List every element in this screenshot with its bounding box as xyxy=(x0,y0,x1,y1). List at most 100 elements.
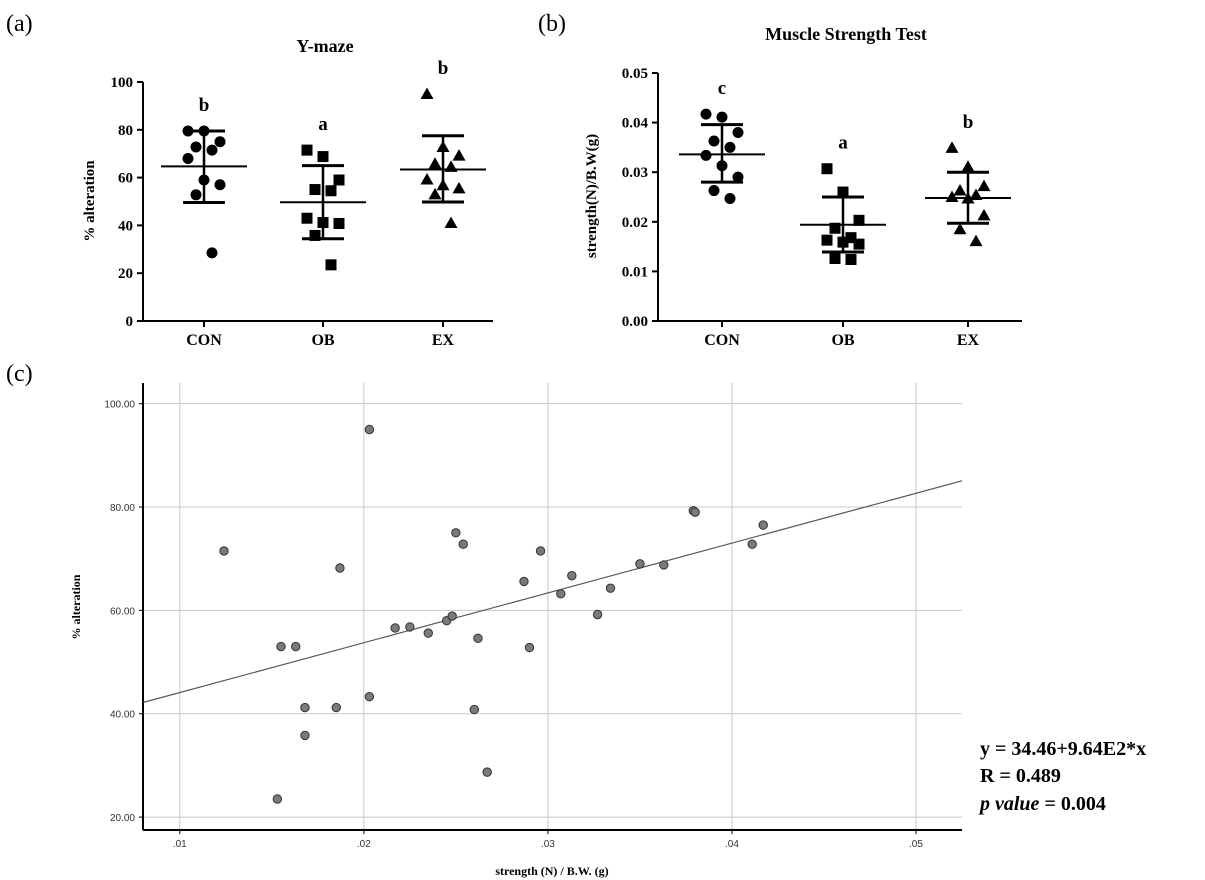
p-value-number: = 0.004 xyxy=(1039,793,1105,815)
data-point xyxy=(405,622,415,632)
x-tick-label: .02 xyxy=(357,839,371,850)
category-label: OB xyxy=(831,332,854,349)
data-point xyxy=(447,611,457,621)
data-point xyxy=(444,216,458,229)
y-tick-label: 0.01 xyxy=(622,264,648,280)
data-point xyxy=(953,184,967,196)
category-label: OB xyxy=(311,332,334,349)
data-point xyxy=(708,185,720,197)
y-tick-label: 20 xyxy=(118,266,133,282)
data-point xyxy=(364,424,375,435)
data-point xyxy=(276,641,286,652)
data-point xyxy=(969,234,983,247)
data-point xyxy=(423,628,433,638)
data-point xyxy=(219,546,229,556)
data-point xyxy=(206,144,218,156)
x-tick-label: .03 xyxy=(541,839,555,850)
data-point xyxy=(945,190,959,202)
chart-c-ylabel: % alteration xyxy=(69,574,83,639)
data-point xyxy=(214,136,226,148)
y-tick-label: 40 xyxy=(118,218,133,234)
data-point xyxy=(333,217,345,229)
y-tick-label: 40.00 xyxy=(110,710,135,721)
y-tick-label: 20.00 xyxy=(110,813,135,824)
data-point xyxy=(567,571,577,581)
data-point xyxy=(953,222,967,235)
y-tick-label: 0.04 xyxy=(622,116,649,132)
data-point xyxy=(301,144,313,156)
data-point xyxy=(961,160,975,172)
data-point xyxy=(732,171,744,183)
data-point xyxy=(977,179,991,192)
y-tick-label: 0.02 xyxy=(622,215,648,231)
data-point xyxy=(333,174,345,186)
data-point xyxy=(451,528,461,538)
data-point xyxy=(309,229,321,241)
chart-b-ylabel: strength(N)/B.W(g) xyxy=(584,134,600,258)
data-point xyxy=(853,214,865,226)
regression-r: R = 0.489 xyxy=(980,765,1061,787)
significance-letter: a xyxy=(838,133,848,154)
category-label: CON xyxy=(186,332,222,349)
data-point xyxy=(364,691,375,702)
data-point xyxy=(821,163,833,175)
data-point xyxy=(821,234,833,246)
significance-letter: b xyxy=(199,95,210,116)
panel-label-c: (c) xyxy=(6,361,33,387)
data-point xyxy=(325,185,337,197)
x-tick-label: .04 xyxy=(725,839,739,850)
chart-b-title: Muscle Strength Test xyxy=(765,24,927,44)
significance-letter: b xyxy=(963,112,974,133)
data-point xyxy=(605,583,616,593)
y-tick-label: 80 xyxy=(118,123,133,139)
data-point xyxy=(829,222,841,234)
data-point xyxy=(977,208,991,221)
data-point xyxy=(469,704,479,715)
y-tick-label: 60.00 xyxy=(110,606,135,617)
data-point xyxy=(519,576,529,587)
data-point xyxy=(473,633,483,643)
panel-label-a: (a) xyxy=(6,11,33,37)
data-point xyxy=(524,642,535,653)
data-point xyxy=(482,767,492,777)
data-point xyxy=(428,187,442,200)
data-point xyxy=(747,539,757,549)
y-tick-label: 100.00 xyxy=(104,400,135,411)
data-point xyxy=(182,152,194,164)
data-point xyxy=(659,560,669,570)
chart-a-title: Y-maze xyxy=(296,36,353,56)
x-tick-label: .01 xyxy=(173,839,187,850)
y-tick-label: 100 xyxy=(111,75,134,91)
data-point xyxy=(853,238,865,250)
data-point xyxy=(331,702,341,713)
p-value-label: p value xyxy=(978,793,1040,815)
data-point xyxy=(700,108,712,120)
data-point xyxy=(317,151,329,163)
significance-letter: b xyxy=(438,58,449,79)
data-point xyxy=(592,609,603,620)
category-label: EX xyxy=(432,332,455,349)
chart-c: .01 .02 .03 .04 .05 20.00 40.00 60.00 80.00 100.0… xyxy=(104,383,963,850)
data-point xyxy=(945,141,959,153)
data-point xyxy=(845,253,857,265)
panel-label-b: (b) xyxy=(538,11,566,37)
data-point xyxy=(724,192,736,204)
chart-c-xlabel: strength (N) / B.W. (g) xyxy=(495,864,608,878)
data-point xyxy=(732,127,744,139)
data-point xyxy=(690,507,700,517)
data-point xyxy=(300,730,310,741)
data-point xyxy=(335,563,345,573)
data-point xyxy=(190,141,202,153)
data-point xyxy=(845,232,857,244)
y-tick-label: 60 xyxy=(118,171,133,187)
data-point xyxy=(206,247,218,259)
data-point xyxy=(556,589,566,599)
category-label: EX xyxy=(957,332,980,349)
category-label: CON xyxy=(704,332,740,349)
data-point xyxy=(190,189,202,201)
data-point xyxy=(716,111,728,123)
data-point xyxy=(420,173,434,185)
data-point xyxy=(214,179,226,191)
regression-p-value: p value = 0.004 xyxy=(978,793,1106,815)
